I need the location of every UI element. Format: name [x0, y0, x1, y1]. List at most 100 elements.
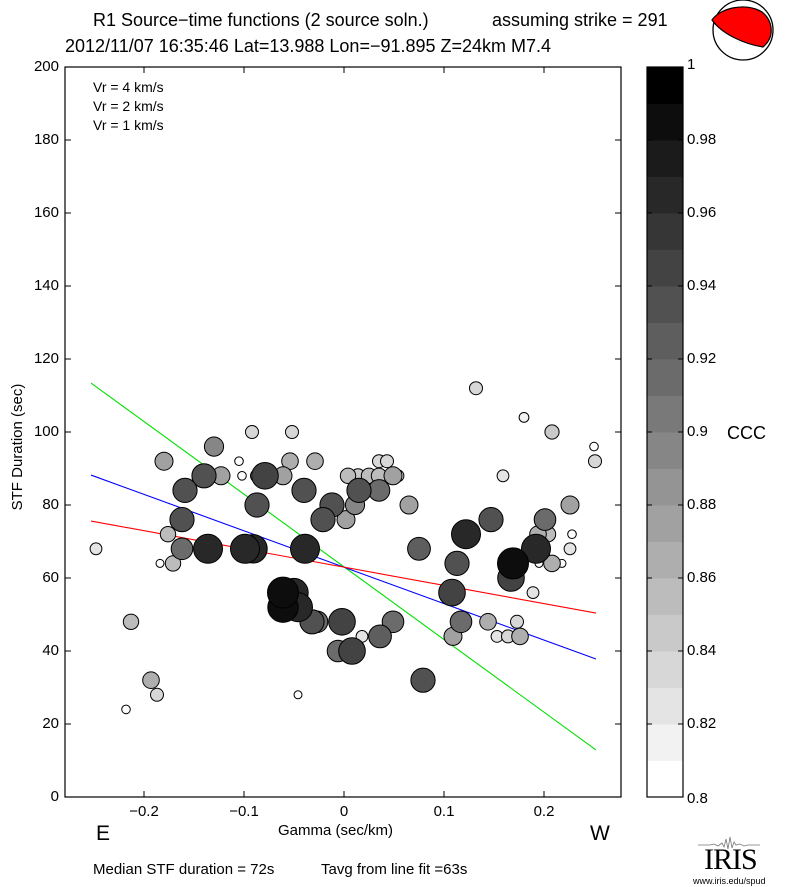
east-label: E [96, 822, 111, 845]
data-point [191, 463, 217, 489]
y-tick-label: 160 [33, 204, 59, 221]
y-tick-label: 0 [50, 788, 59, 805]
colorbar-step [647, 760, 683, 798]
data-point [142, 671, 160, 690]
colorbar-tick-label: 0.88 [687, 496, 717, 513]
data-point [150, 687, 164, 702]
data-point [383, 466, 403, 486]
colorbar-tick-label: 0.96 [687, 204, 717, 221]
colorbar-step [647, 322, 683, 360]
data-point [245, 425, 259, 439]
scatter-points [89, 381, 602, 715]
x-tick-label: −0.1 [229, 803, 259, 820]
data-point [533, 508, 557, 531]
data-point [339, 467, 357, 484]
colorbar-step [647, 578, 683, 615]
data-point [290, 533, 320, 564]
data-point [560, 495, 580, 515]
data-point [469, 381, 483, 396]
y-tick-label: 120 [33, 350, 59, 367]
median-stf-text: Median STF duration = 72s [93, 861, 275, 878]
data-point [381, 610, 405, 634]
data-point [380, 454, 394, 469]
colorbar-step [647, 505, 683, 542]
data-point [346, 477, 372, 503]
west-label: W [590, 822, 610, 845]
colorbar-step [647, 359, 683, 396]
data-point [451, 519, 481, 550]
y-tick-label: 200 [33, 58, 59, 75]
colorbar-tick-label: 0.98 [687, 131, 717, 148]
y-tick-label: 20 [42, 715, 59, 732]
x-tick-label: −0.2 [129, 803, 159, 820]
colorbar-step [647, 395, 683, 433]
colorbar-step [647, 724, 683, 761]
data-point [306, 452, 324, 471]
iris-logo-text: IRIS [704, 843, 758, 876]
x-axis-label: Gamma (sec/km) [278, 822, 394, 839]
legend-vr4: Vr = 4 km/s [93, 79, 164, 95]
legend-vr1: Vr = 1 km/s [93, 117, 164, 133]
data-point [267, 576, 299, 609]
data-point [510, 614, 524, 629]
y-tick-label: 140 [33, 277, 59, 294]
data-point [511, 627, 529, 646]
colorbar-step [647, 249, 683, 287]
y-axis-label: STF Duration (sec) [9, 383, 26, 511]
x-tick-label: 0.2 [533, 803, 555, 820]
data-point [567, 529, 577, 540]
colorbar-step [647, 213, 683, 250]
seismogram-icon [698, 836, 760, 850]
colorbar-step [647, 432, 683, 469]
data-point [285, 425, 299, 439]
data-point [155, 558, 165, 568]
y-tick-label: 100 [33, 423, 59, 440]
colorbar-step [647, 541, 683, 579]
tavg-text: Tavg from line fit =63s [321, 861, 468, 878]
data-point [159, 526, 177, 543]
iris-url: www.iris.edu/spud [693, 876, 766, 886]
event-info: 2012/11/07 16:35:46 Lat=13.988 Lon=−91.8… [65, 36, 552, 56]
y-tick-label: 60 [42, 569, 59, 586]
data-point [496, 469, 510, 483]
data-point [368, 624, 392, 649]
colorbar-step [647, 67, 683, 104]
data-point [230, 533, 260, 564]
data-point [407, 536, 431, 561]
data-point [589, 441, 599, 452]
colorbar-tick-label: 0.9 [687, 423, 708, 440]
colorbar-step [647, 687, 683, 725]
data-point [543, 554, 561, 573]
iris-logo: IRIS www.iris.edu/spud [690, 833, 782, 887]
colorbar-step [647, 140, 683, 177]
data-point [399, 495, 419, 515]
data-point [328, 608, 356, 636]
colorbar-tick-label: 0.86 [687, 569, 717, 586]
y-tick-label: 80 [42, 496, 59, 513]
data-point [154, 451, 174, 471]
data-point [251, 462, 279, 490]
data-point [293, 690, 303, 700]
x-tick-label: 0 [339, 803, 349, 820]
data-point [438, 578, 466, 607]
strike-label: assuming strike = 291 [492, 10, 668, 30]
chart-title: R1 Source−time functions (2 source soln.… [93, 10, 429, 30]
colorbar-step [647, 286, 683, 323]
data-point [518, 412, 530, 423]
data-point [122, 613, 140, 630]
colorbar-tick-label: 0.8 [687, 790, 708, 807]
data-point [170, 537, 194, 561]
data-point [563, 542, 577, 556]
data-point [121, 704, 131, 715]
colorbar-tick-label: 1 [687, 56, 696, 73]
data-point [244, 492, 270, 518]
focal-mechanism-beachball-icon [711, 0, 774, 61]
colorbar [646, 66, 684, 798]
axis-ticks [65, 66, 621, 798]
data-point [544, 424, 560, 440]
colorbar-tick-label: 0.92 [687, 350, 717, 367]
colorbar-step [647, 614, 683, 652]
legend-vr2: Vr = 2 km/s [93, 98, 164, 114]
colorbar-label: CCC [727, 423, 766, 443]
